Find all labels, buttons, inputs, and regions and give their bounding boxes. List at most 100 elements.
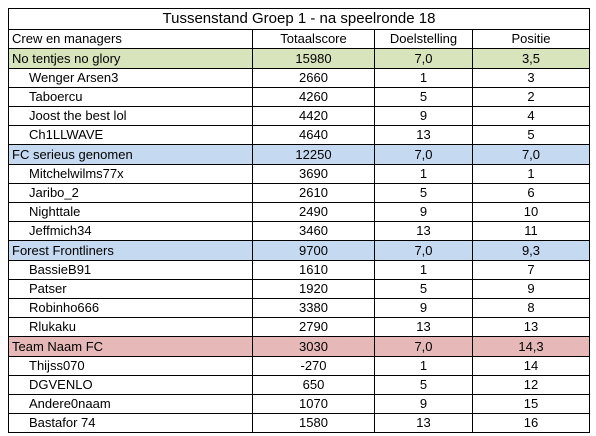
member-name-cell[interactable]: Ch1LLWAVE bbox=[8, 125, 253, 145]
member-total-cell[interactable]: 1920 bbox=[252, 279, 375, 299]
team-row: FC serieus genomen 12250 7,0 7,0 bbox=[8, 144, 590, 165]
member-position-cell[interactable]: 11 bbox=[472, 221, 590, 241]
member-row: Wenger Arsen3 2660 1 3 bbox=[8, 68, 590, 88]
member-target-cell[interactable]: 13 bbox=[374, 221, 473, 241]
member-total-cell[interactable]: 1610 bbox=[252, 260, 375, 280]
member-name-cell[interactable]: Taboercu bbox=[8, 87, 253, 107]
team-target-cell[interactable]: 7,0 bbox=[374, 240, 473, 261]
member-target-cell[interactable]: 5 bbox=[374, 87, 473, 107]
member-position-cell[interactable]: 8 bbox=[472, 298, 590, 318]
member-total-cell[interactable]: 650 bbox=[252, 375, 375, 395]
member-total-cell[interactable]: 2660 bbox=[252, 68, 375, 88]
member-target-cell[interactable]: 9 bbox=[374, 298, 473, 318]
member-row: Rlukaku 2790 13 13 bbox=[8, 317, 590, 337]
member-target-cell[interactable]: 9 bbox=[374, 394, 473, 414]
member-row: Andere0naam 1070 9 15 bbox=[8, 394, 590, 414]
member-name-cell[interactable]: Bastafor 74 bbox=[8, 413, 253, 433]
team-position-cell[interactable]: 7,0 bbox=[472, 144, 590, 165]
header-row: Crew en managers Totaalscore Doelstellin… bbox=[8, 29, 590, 49]
member-position-cell[interactable]: 5 bbox=[472, 125, 590, 145]
member-row: Jeffmich34 3460 13 11 bbox=[8, 221, 590, 241]
header-crew-en-managers[interactable]: Crew en managers bbox=[8, 29, 253, 49]
team-name-cell[interactable]: Team Naam FC bbox=[8, 336, 253, 357]
title-row: Tussenstand Groep 1 - na speelronde 18 bbox=[8, 8, 590, 30]
member-total-cell[interactable]: 4260 bbox=[252, 87, 375, 107]
team-target-cell[interactable]: 7,0 bbox=[374, 336, 473, 357]
member-position-cell[interactable]: 13 bbox=[472, 317, 590, 337]
member-total-cell[interactable]: 2790 bbox=[252, 317, 375, 337]
header-positie[interactable]: Positie bbox=[472, 29, 590, 49]
member-target-cell[interactable]: 5 bbox=[374, 375, 473, 395]
member-position-cell[interactable]: 1 bbox=[472, 164, 590, 184]
member-total-cell[interactable]: 2610 bbox=[252, 183, 375, 203]
member-total-cell[interactable]: 1580 bbox=[252, 413, 375, 433]
member-name-cell[interactable]: Andere0naam bbox=[8, 394, 253, 414]
member-row: Jaribo_2 2610 5 6 bbox=[8, 183, 590, 203]
header-totaalscore[interactable]: Totaalscore bbox=[252, 29, 375, 49]
member-total-cell[interactable]: 3460 bbox=[252, 221, 375, 241]
member-position-cell[interactable]: 2 bbox=[472, 87, 590, 107]
member-position-cell[interactable]: 14 bbox=[472, 356, 590, 376]
team-target-cell[interactable]: 7,0 bbox=[374, 144, 473, 165]
member-total-cell[interactable]: 4420 bbox=[252, 106, 375, 126]
member-row: Nighttale 2490 9 10 bbox=[8, 202, 590, 222]
team-total-cell[interactable]: 9700 bbox=[252, 240, 375, 261]
member-target-cell[interactable]: 1 bbox=[374, 356, 473, 376]
member-target-cell[interactable]: 5 bbox=[374, 183, 473, 203]
table-title[interactable]: Tussenstand Groep 1 - na speelronde 18 bbox=[8, 8, 590, 30]
member-position-cell[interactable]: 3 bbox=[472, 68, 590, 88]
member-total-cell[interactable]: -270 bbox=[252, 356, 375, 376]
member-row: Taboercu 4260 5 2 bbox=[8, 87, 590, 107]
member-name-cell[interactable]: Jeffmich34 bbox=[8, 221, 253, 241]
team-row: Team Naam FC 3030 7,0 14,3 bbox=[8, 336, 590, 357]
team-target-cell[interactable]: 7,0 bbox=[374, 48, 473, 69]
member-name-cell[interactable]: Wenger Arsen3 bbox=[8, 68, 253, 88]
member-target-cell[interactable]: 1 bbox=[374, 260, 473, 280]
member-row: DGVENLO 650 5 12 bbox=[8, 375, 590, 395]
member-position-cell[interactable]: 9 bbox=[472, 279, 590, 299]
member-position-cell[interactable]: 16 bbox=[472, 413, 590, 433]
team-total-cell[interactable]: 3030 bbox=[252, 336, 375, 357]
member-position-cell[interactable]: 6 bbox=[472, 183, 590, 203]
member-position-cell[interactable]: 10 bbox=[472, 202, 590, 222]
member-total-cell[interactable]: 1070 bbox=[252, 394, 375, 414]
member-name-cell[interactable]: DGVENLO bbox=[8, 375, 253, 395]
team-total-cell[interactable]: 15980 bbox=[252, 48, 375, 69]
header-doelstelling[interactable]: Doelstelling bbox=[374, 29, 473, 49]
member-target-cell[interactable]: 1 bbox=[374, 68, 473, 88]
member-target-cell[interactable]: 9 bbox=[374, 202, 473, 222]
member-target-cell[interactable]: 13 bbox=[374, 125, 473, 145]
team-name-cell[interactable]: FC serieus genomen bbox=[8, 144, 253, 165]
member-name-cell[interactable]: Joost the best lol bbox=[8, 106, 253, 126]
member-target-cell[interactable]: 1 bbox=[374, 164, 473, 184]
team-row: Forest Frontliners 9700 7,0 9,3 bbox=[8, 240, 590, 261]
member-target-cell[interactable]: 9 bbox=[374, 106, 473, 126]
member-total-cell[interactable]: 2490 bbox=[252, 202, 375, 222]
team-name-cell[interactable]: Forest Frontliners bbox=[8, 240, 253, 261]
member-total-cell[interactable]: 4640 bbox=[252, 125, 375, 145]
member-position-cell[interactable]: 4 bbox=[472, 106, 590, 126]
member-name-cell[interactable]: Jaribo_2 bbox=[8, 183, 253, 203]
member-name-cell[interactable]: Rlukaku bbox=[8, 317, 253, 337]
team-position-cell[interactable]: 3,5 bbox=[472, 48, 590, 69]
member-name-cell[interactable]: Robinho666 bbox=[8, 298, 253, 318]
member-name-cell[interactable]: BassieB91 bbox=[8, 260, 253, 280]
team-name-cell[interactable]: No tentjes no glory bbox=[8, 48, 253, 69]
member-position-cell[interactable]: 7 bbox=[472, 260, 590, 280]
team-position-cell[interactable]: 9,3 bbox=[472, 240, 590, 261]
member-total-cell[interactable]: 3380 bbox=[252, 298, 375, 318]
member-row: Robinho666 3380 9 8 bbox=[8, 298, 590, 318]
member-position-cell[interactable]: 12 bbox=[472, 375, 590, 395]
member-target-cell[interactable]: 13 bbox=[374, 413, 473, 433]
member-target-cell[interactable]: 13 bbox=[374, 317, 473, 337]
member-target-cell[interactable]: 5 bbox=[374, 279, 473, 299]
member-name-cell[interactable]: Nighttale bbox=[8, 202, 253, 222]
member-name-cell[interactable]: Thijss070 bbox=[8, 356, 253, 376]
member-row: Joost the best lol 4420 9 4 bbox=[8, 106, 590, 126]
team-position-cell[interactable]: 14,3 bbox=[472, 336, 590, 357]
member-name-cell[interactable]: Patser bbox=[8, 279, 253, 299]
member-name-cell[interactable]: Mitchelwilms77x bbox=[8, 164, 253, 184]
team-total-cell[interactable]: 12250 bbox=[252, 144, 375, 165]
member-total-cell[interactable]: 3690 bbox=[252, 164, 375, 184]
member-position-cell[interactable]: 15 bbox=[472, 394, 590, 414]
